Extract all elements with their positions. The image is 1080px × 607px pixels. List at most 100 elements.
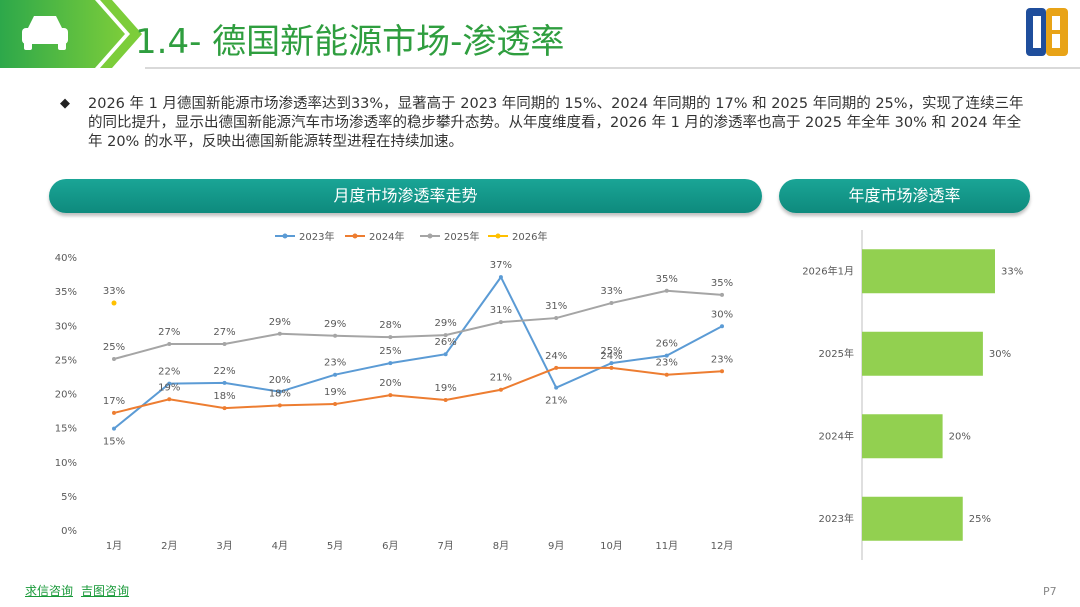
- bar: [862, 414, 943, 459]
- data-label: 23%: [324, 358, 346, 369]
- point: [609, 365, 614, 370]
- data-label: 35%: [656, 274, 678, 285]
- data-label: 30%: [989, 349, 1011, 360]
- legend-label: 2026年: [512, 230, 547, 243]
- point: [333, 333, 338, 338]
- legend-marker: [427, 233, 433, 239]
- data-label: 23%: [711, 354, 733, 365]
- data-label: 25%: [969, 514, 991, 525]
- point: [443, 352, 448, 357]
- point: [498, 275, 503, 280]
- data-label: 18%: [269, 388, 291, 399]
- x-tick-label: 1月: [106, 540, 122, 552]
- slide-title: 1.4- 德国新能源市场-渗透率: [135, 22, 565, 62]
- point: [111, 300, 117, 306]
- footer-link[interactable]: 求信咨询: [25, 584, 74, 598]
- x-tick-label: 9月: [548, 540, 564, 552]
- data-label: 21%: [490, 373, 512, 384]
- data-label: 31%: [545, 301, 567, 312]
- summary: 2026 年 1 月德国新能源市场渗透率达到33%，显著高于 2023 年同期的…: [88, 96, 1024, 150]
- data-label: 29%: [324, 319, 346, 330]
- point: [112, 426, 116, 431]
- y-tick-label: 15%: [55, 424, 77, 435]
- point: [333, 372, 338, 377]
- legend-marker: [282, 233, 288, 239]
- x-tick-label: 8月: [493, 540, 509, 552]
- data-label: 21%: [545, 396, 567, 407]
- legend-marker: [495, 233, 501, 239]
- point: [498, 387, 503, 392]
- y-tick-label: 2025年: [819, 347, 854, 360]
- data-label: 25%: [600, 346, 622, 357]
- point: [167, 397, 172, 402]
- data-label: 26%: [435, 337, 457, 348]
- bar: [862, 249, 995, 294]
- data-label: 19%: [324, 387, 346, 398]
- y-tick-label: 25%: [55, 355, 77, 366]
- data-label: 25%: [103, 342, 125, 353]
- y-tick-label: 0%: [61, 526, 77, 537]
- point: [112, 357, 116, 362]
- x-tick-label: 7月: [437, 540, 453, 552]
- point: [664, 288, 669, 293]
- point: [333, 402, 338, 407]
- point: [388, 335, 393, 340]
- data-label: 31%: [490, 305, 512, 316]
- data-label: 27%: [158, 327, 180, 338]
- chart-title: 月度市场渗透率走势: [49, 179, 762, 213]
- page-number: P7: [1043, 585, 1057, 598]
- footer-link[interactable]: 吉图咨询: [81, 584, 130, 598]
- x-tick-label: 2月: [161, 540, 177, 552]
- x-tick-label: 3月: [216, 540, 232, 552]
- point: [222, 406, 227, 411]
- point: [277, 403, 282, 408]
- data-label: 19%: [158, 382, 180, 393]
- point: [554, 385, 559, 390]
- data-label: 27%: [213, 327, 235, 338]
- x-tick-label: 6月: [382, 540, 398, 552]
- point: [222, 341, 227, 346]
- x-tick-label: 11月: [655, 540, 678, 552]
- point: [277, 389, 282, 394]
- data-label: 15%: [103, 437, 125, 448]
- point: [167, 381, 172, 386]
- header-chevron: [100, 0, 142, 68]
- data-label: 22%: [213, 366, 235, 377]
- point: [720, 292, 724, 297]
- point: [554, 365, 559, 370]
- y-tick-label: 20%: [55, 390, 77, 401]
- data-label: 25%: [379, 346, 401, 357]
- data-label: 29%: [269, 317, 291, 328]
- y-tick-label: 10%: [55, 458, 77, 469]
- y-tick-label: 2023年: [819, 512, 854, 525]
- data-label: 37%: [490, 260, 512, 271]
- data-label: 35%: [711, 278, 733, 289]
- data-label: 18%: [213, 391, 235, 402]
- legend-marker: [352, 233, 358, 239]
- point: [277, 331, 282, 336]
- data-label: 17%: [103, 396, 125, 407]
- y-tick-label: 5%: [61, 492, 77, 503]
- point: [388, 393, 393, 398]
- data-label: 20%: [269, 375, 291, 386]
- x-tick-label: 5月: [327, 540, 343, 552]
- logo: [1026, 8, 1068, 56]
- legend-label: 2023年: [299, 230, 334, 243]
- data-label: 28%: [379, 320, 401, 331]
- point: [609, 361, 614, 366]
- data-label: 26%: [656, 339, 678, 350]
- point: [443, 333, 448, 338]
- point: [167, 341, 172, 346]
- bar: [862, 496, 963, 541]
- y-tick-label: 2026年1月: [802, 264, 854, 277]
- point: [720, 369, 724, 374]
- data-label: 30%: [711, 309, 733, 320]
- point: [664, 372, 669, 377]
- data-label: 20%: [379, 378, 401, 389]
- data-label: 33%: [103, 286, 125, 297]
- data-label: 29%: [435, 318, 457, 329]
- point: [554, 316, 559, 321]
- data-label: 22%: [158, 367, 180, 378]
- x-tick-label: 4月: [272, 540, 288, 552]
